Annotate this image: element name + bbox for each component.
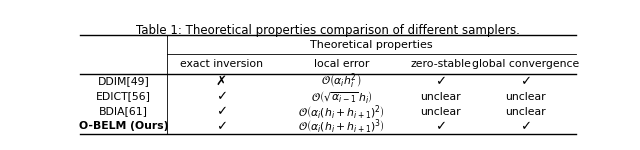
- Text: EDICT[56]: EDICT[56]: [96, 92, 151, 102]
- Text: Theoretical properties: Theoretical properties: [310, 40, 433, 50]
- Text: ✓: ✓: [435, 75, 447, 88]
- Text: unclear: unclear: [420, 92, 461, 102]
- Text: ✓: ✓: [216, 120, 227, 133]
- Text: ✓: ✓: [520, 75, 531, 88]
- Text: global convergence: global convergence: [472, 59, 579, 69]
- Text: unclear: unclear: [420, 106, 461, 117]
- Text: O-BELM (Ours): O-BELM (Ours): [79, 121, 168, 131]
- Text: exact inversion: exact inversion: [180, 59, 263, 69]
- Text: ✓: ✓: [520, 120, 531, 133]
- Text: unclear: unclear: [505, 106, 545, 117]
- Text: $\mathcal{O}\left(\alpha_i(h_i+h_{i+1})^{3}\right)$: $\mathcal{O}\left(\alpha_i(h_i+h_{i+1})^…: [298, 117, 385, 135]
- Text: unclear: unclear: [505, 92, 545, 102]
- Text: $\mathcal{O}\left(\sqrt{\alpha_{i-1}}\,h_i\right)$: $\mathcal{O}\left(\sqrt{\alpha_{i-1}}\,h…: [311, 88, 372, 105]
- Text: ✓: ✓: [216, 105, 227, 118]
- Text: $\mathcal{O}\left(\alpha_i h_i^{2}\right)$: $\mathcal{O}\left(\alpha_i h_i^{2}\right…: [321, 72, 362, 91]
- Text: zero-stable: zero-stable: [410, 59, 471, 69]
- Text: ✗: ✗: [216, 75, 227, 88]
- Text: local error: local error: [314, 59, 369, 69]
- Text: ✓: ✓: [216, 90, 227, 103]
- Text: $\mathcal{O}\left(\alpha_i(h_i+h_{i+1})^{2}\right)$: $\mathcal{O}\left(\alpha_i(h_i+h_{i+1})^…: [298, 103, 385, 121]
- Text: Table 1: Theoretical properties comparison of different samplers.: Table 1: Theoretical properties comparis…: [136, 24, 520, 37]
- Text: BDIA[61]: BDIA[61]: [99, 106, 148, 117]
- Text: ✓: ✓: [435, 120, 447, 133]
- Text: DDIM[49]: DDIM[49]: [97, 76, 149, 87]
